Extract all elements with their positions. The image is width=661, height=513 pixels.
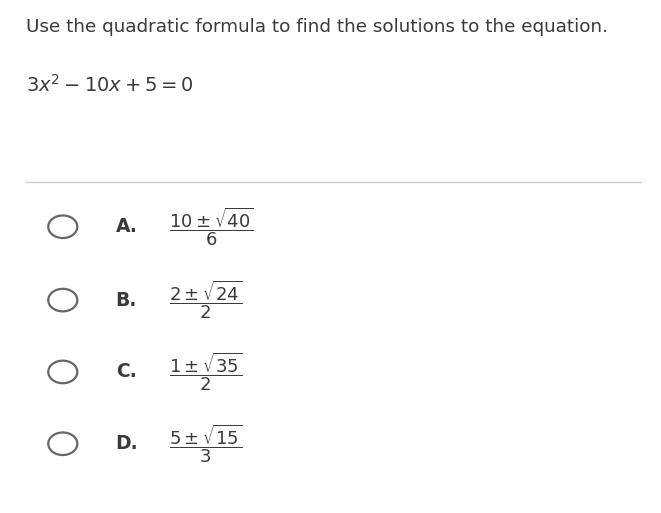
Text: $\dfrac{2 \pm \sqrt{24}}{2}$: $\dfrac{2 \pm \sqrt{24}}{2}$ <box>169 279 242 322</box>
Text: $3x^2 - 10x + 5 = 0$: $3x^2 - 10x + 5 = 0$ <box>26 74 194 96</box>
Text: $\dfrac{10 \pm \sqrt{40}}{6}$: $\dfrac{10 \pm \sqrt{40}}{6}$ <box>169 205 253 248</box>
Text: A.: A. <box>116 217 137 236</box>
Text: B.: B. <box>116 290 137 310</box>
Text: $\dfrac{1 \pm \sqrt{35}}{2}$: $\dfrac{1 \pm \sqrt{35}}{2}$ <box>169 350 242 393</box>
Text: C.: C. <box>116 362 136 382</box>
Text: $\dfrac{5 \pm \sqrt{15}}{3}$: $\dfrac{5 \pm \sqrt{15}}{3}$ <box>169 422 242 465</box>
Text: Use the quadratic formula to find the solutions to the equation.: Use the quadratic formula to find the so… <box>26 18 608 36</box>
Text: D.: D. <box>116 434 138 453</box>
